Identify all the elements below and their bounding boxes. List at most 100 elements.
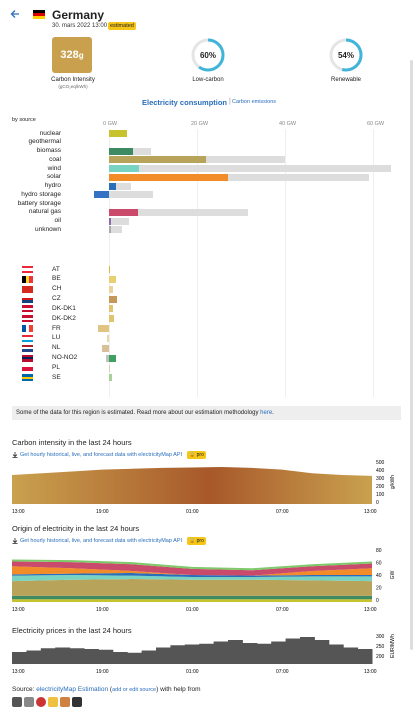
tab-carbon-emissions[interactable]: Carbon emissions xyxy=(232,99,277,105)
source-bar[interactable] xyxy=(109,217,111,225)
contributor-avatar[interactable] xyxy=(72,697,82,707)
price-bar[interactable] xyxy=(271,641,287,665)
x-tick-label: 13:00 xyxy=(12,509,25,515)
zone-flag-icon xyxy=(22,325,34,333)
origin-series-solar[interactable] xyxy=(12,566,372,576)
x-tick-label: 19:00 xyxy=(96,669,109,675)
low-carbon-value: 60% xyxy=(200,51,216,60)
origin-of-electricity-chart[interactable]: 80 60 40 20 0 GW 13:00 19:00 01:00 07:00 13:00 xyxy=(12,548,407,614)
price-bar[interactable] xyxy=(112,652,128,664)
edit-source-link[interactable]: add or edit source xyxy=(112,687,157,693)
price-bar[interactable] xyxy=(26,650,42,665)
origin-series-nuclear[interactable] xyxy=(12,599,372,602)
price-bar[interactable] xyxy=(199,643,215,664)
price-bar[interactable] xyxy=(141,650,157,665)
origin-series-other[interactable] xyxy=(12,559,372,571)
price-bar[interactable] xyxy=(242,643,258,664)
price-bar[interactable] xyxy=(127,652,143,664)
renewable-ring: 54% xyxy=(328,37,364,75)
x-tick-label: 19:00 xyxy=(96,607,109,613)
origin-series-biomass[interactable] xyxy=(12,595,372,600)
origin-series-wind[interactable] xyxy=(12,575,372,582)
capacity-bar[interactable] xyxy=(109,217,129,225)
exchange-bar[interactable] xyxy=(102,344,109,352)
price-bar[interactable] xyxy=(98,649,114,664)
price-bar[interactable] xyxy=(184,644,200,665)
tab-electricity-consumption[interactable]: Electricity consumption xyxy=(142,98,228,107)
contributor-avatar[interactable] xyxy=(24,697,34,707)
y-tick-label: 100 xyxy=(376,492,385,498)
price-bar[interactable] xyxy=(213,641,229,665)
y-tick-label: 200 xyxy=(376,654,385,660)
exchange-bar[interactable] xyxy=(109,305,114,313)
exchange-bar[interactable] xyxy=(106,354,109,362)
price-bar[interactable] xyxy=(256,643,272,664)
exchange-bar[interactable] xyxy=(109,364,110,372)
price-bar[interactable] xyxy=(40,648,56,664)
exchange-bar[interactable] xyxy=(109,295,117,303)
exchange-bar[interactable] xyxy=(109,374,112,382)
price-bar[interactable] xyxy=(69,648,85,664)
price-bar[interactable] xyxy=(285,638,301,665)
exchange-bar[interactable] xyxy=(109,266,111,273)
price-chart-title: Electricity prices in the last 24 hours xyxy=(12,626,132,635)
source-link[interactable]: electricityMap Estimation xyxy=(36,686,109,693)
x-tick-label: 07:00 xyxy=(276,669,289,675)
estimation-methodology-link[interactable]: here xyxy=(260,410,273,416)
zone-label: AT xyxy=(52,265,60,273)
origin-api-link[interactable]: Get hourly historical, live, and forecas… xyxy=(12,537,206,545)
low-carbon-label: Low-carbon xyxy=(192,77,224,83)
exchange-bar[interactable] xyxy=(109,275,116,283)
carbon-intensity-chart[interactable]: 500 400 300 200 100 0 g/kWh 13:00 19:00 01:00 07:0… xyxy=(12,460,407,516)
capacity-bar[interactable] xyxy=(109,173,369,181)
capacity-bar[interactable] xyxy=(109,208,248,216)
carbon-api-text: Get hourly historical, live, and forecas… xyxy=(20,452,183,458)
exchange-bar[interactable] xyxy=(109,315,115,323)
price-bar[interactable] xyxy=(343,647,359,665)
source-bar[interactable] xyxy=(109,182,116,190)
price-bar[interactable] xyxy=(314,640,330,664)
price-bar[interactable] xyxy=(55,647,71,665)
page-scrollbar[interactable] xyxy=(410,60,413,650)
price-bar[interactable] xyxy=(156,647,171,665)
back-arrow-icon[interactable] xyxy=(10,9,20,21)
price-bar[interactable] xyxy=(84,649,99,664)
price-bar[interactable] xyxy=(300,637,315,664)
y-unit-label: GW xyxy=(390,570,396,579)
contributor-avatar[interactable] xyxy=(12,697,22,707)
source-bar[interactable] xyxy=(109,208,138,216)
capacity-bar[interactable] xyxy=(109,182,131,190)
exchange-bar[interactable] xyxy=(109,285,113,293)
source-line: Source: electricityMap Estimation (add o… xyxy=(12,686,201,693)
origin-series-coal[interactable] xyxy=(12,579,372,596)
capacity-bar[interactable] xyxy=(109,191,153,199)
price-bar[interactable] xyxy=(170,645,186,664)
exchange-bar[interactable] xyxy=(106,334,109,342)
source-bar[interactable] xyxy=(109,226,111,234)
electricity-price-chart[interactable]: 300 250 200 EUR/MWh 13:00 19:00 01:00 07:00 13:0… xyxy=(12,634,407,676)
capacity-bar[interactable] xyxy=(109,226,123,234)
source-bar[interactable] xyxy=(93,191,109,199)
source-bar[interactable] xyxy=(109,130,127,137)
source-bar[interactable] xyxy=(109,147,134,155)
country-title: Germany xyxy=(52,8,105,22)
y-tick-label: 300 xyxy=(376,476,385,482)
price-bar[interactable] xyxy=(328,644,344,665)
exchange-bar[interactable] xyxy=(98,325,109,333)
carbon-intensity-area[interactable] xyxy=(12,467,372,504)
contributor-avatar[interactable] xyxy=(60,697,70,707)
source-bar[interactable] xyxy=(109,173,228,181)
download-icon xyxy=(12,538,18,544)
carbon-api-link[interactable]: Get hourly historical, live, and forecas… xyxy=(12,451,206,459)
source-bar[interactable] xyxy=(109,165,139,172)
contributor-avatar[interactable] xyxy=(36,697,46,707)
origin-series-natural-gas[interactable] xyxy=(12,561,372,576)
exchange-bar[interactable] xyxy=(109,354,116,362)
price-bar[interactable] xyxy=(228,640,243,664)
carbon-intensity-value: 328 xyxy=(60,49,79,61)
source-bar[interactable] xyxy=(109,156,206,164)
contributor-avatar[interactable] xyxy=(48,697,58,707)
price-bar[interactable] xyxy=(357,649,373,664)
capacity-bar[interactable] xyxy=(109,165,391,172)
price-bar[interactable] xyxy=(12,652,27,664)
